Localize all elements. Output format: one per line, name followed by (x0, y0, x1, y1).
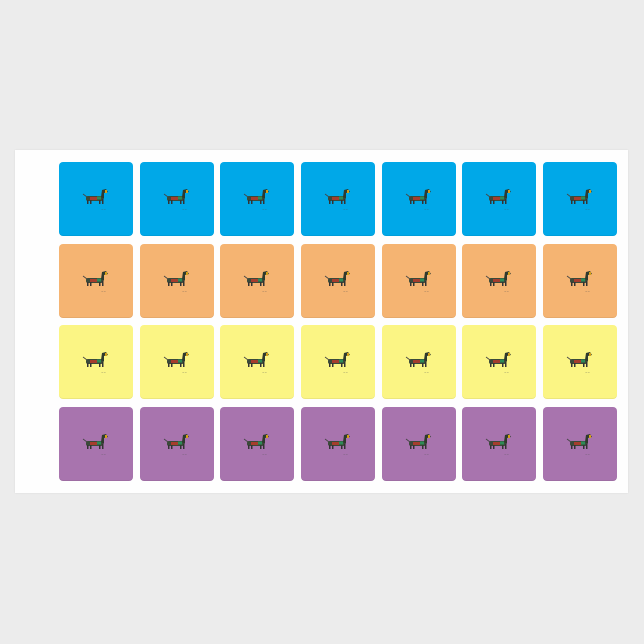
dachshund-icon: ~~ (82, 270, 108, 293)
sticker-tile: ~~ (462, 325, 537, 400)
dachshund-icon: ~~ (405, 270, 431, 293)
dachshund-icon: ~~ (324, 434, 351, 456)
dachshund-icon: ~~ (324, 189, 351, 211)
svg-text:~~: ~~ (262, 370, 268, 374)
sticker-tile: ~~ (462, 162, 537, 236)
dachshund-icon: ~~ (566, 270, 593, 293)
svg-text:~~: ~~ (343, 207, 349, 211)
svg-text:~~: ~~ (101, 207, 107, 211)
sticker-sheet: ~~ ~~ ~~ ~~ ~~ ~~ ~~ ~~ ~~ ~~ ~~ ~~ ~~ ~~ ~~ ~~ ~~ ~~ ~~ ~~… (15, 150, 628, 493)
svg-text:~~: ~~ (585, 289, 591, 293)
dachshund-icon: ~~ (163, 352, 189, 374)
dachshund-icon: ~~ (163, 270, 189, 293)
svg-text:~~: ~~ (585, 370, 591, 374)
dachshund-icon: ~~ (405, 434, 431, 456)
dachshund-icon: ~~ (324, 270, 351, 293)
svg-text:~~: ~~ (424, 289, 430, 293)
sticker-tile: ~~ (301, 407, 376, 482)
svg-text:~~: ~~ (424, 207, 430, 211)
sticker-tile: ~~ (462, 243, 537, 318)
dachshund-icon: ~~ (486, 270, 512, 293)
sticker-tile: ~~ (59, 162, 133, 236)
svg-text:~~: ~~ (343, 452, 349, 456)
svg-text:~~: ~~ (101, 370, 107, 374)
sticker-grid: ~~ ~~ ~~ ~~ ~~ ~~ ~~ ~~ ~~ ~~ ~~ ~~ ~~ ~~ ~~ ~~ ~~ ~~ ~~ ~~… (59, 162, 618, 482)
svg-text:~~: ~~ (424, 370, 430, 374)
sticker-tile: ~~ (301, 162, 376, 236)
dachshund-icon: ~~ (405, 352, 431, 374)
svg-text:~~: ~~ (343, 370, 349, 374)
dachshund-icon: ~~ (244, 434, 270, 456)
sticker-tile: ~~ (139, 407, 214, 482)
sticker-tile: ~~ (543, 162, 618, 236)
svg-text:~~: ~~ (585, 207, 591, 211)
dachshund-icon: ~~ (405, 189, 431, 211)
dachshund-icon: ~~ (566, 189, 593, 211)
dachshund-icon: ~~ (566, 434, 593, 456)
svg-text:~~: ~~ (262, 452, 268, 456)
dachshund-icon: ~~ (244, 352, 270, 374)
svg-text:~~: ~~ (424, 452, 430, 456)
dachshund-icon: ~~ (566, 352, 593, 374)
svg-text:~~: ~~ (182, 370, 188, 374)
svg-text:~~: ~~ (504, 370, 510, 374)
dachshund-icon: ~~ (163, 189, 189, 211)
sticker-tile: ~~ (543, 325, 618, 400)
svg-text:~~: ~~ (343, 289, 349, 293)
sticker-tile: ~~ (139, 243, 214, 318)
dachshund-icon: ~~ (324, 352, 351, 374)
sticker-tile: ~~ (139, 325, 214, 400)
sticker-tile: ~~ (301, 243, 376, 318)
svg-text:~~: ~~ (182, 452, 188, 456)
sticker-tile: ~~ (220, 325, 295, 400)
sticker-tile: ~~ (381, 162, 456, 236)
dachshund-icon: ~~ (82, 352, 108, 374)
sticker-tile: ~~ (139, 162, 214, 236)
dachshund-icon: ~~ (82, 189, 108, 211)
dachshund-icon: ~~ (163, 434, 189, 456)
dachshund-icon: ~~ (486, 434, 512, 456)
dachshund-icon: ~~ (244, 270, 270, 293)
dachshund-icon: ~~ (244, 189, 270, 211)
sticker-tile: ~~ (381, 243, 456, 318)
sticker-tile: ~~ (59, 243, 133, 318)
sticker-tile: ~~ (381, 407, 456, 482)
svg-text:~~: ~~ (504, 289, 510, 293)
svg-text:~~: ~~ (182, 207, 188, 211)
svg-text:~~: ~~ (504, 207, 510, 211)
svg-text:~~: ~~ (182, 289, 188, 293)
dachshund-icon: ~~ (82, 434, 108, 456)
sticker-tile: ~~ (462, 407, 537, 482)
sticker-tile: ~~ (220, 162, 295, 236)
svg-text:~~: ~~ (101, 289, 107, 293)
sticker-tile: ~~ (543, 243, 618, 318)
sticker-tile: ~~ (59, 325, 133, 400)
svg-text:~~: ~~ (262, 207, 268, 211)
dachshund-icon: ~~ (486, 352, 512, 374)
svg-text:~~: ~~ (101, 452, 107, 456)
sticker-tile: ~~ (220, 243, 295, 318)
svg-text:~~: ~~ (262, 289, 268, 293)
svg-text:~~: ~~ (504, 452, 510, 456)
sticker-tile: ~~ (301, 325, 376, 400)
dachshund-icon: ~~ (486, 189, 512, 211)
sticker-tile: ~~ (381, 325, 456, 400)
sticker-tile: ~~ (59, 407, 133, 482)
sticker-tile: ~~ (220, 407, 295, 482)
sticker-tile: ~~ (543, 407, 618, 482)
svg-text:~~: ~~ (585, 452, 591, 456)
